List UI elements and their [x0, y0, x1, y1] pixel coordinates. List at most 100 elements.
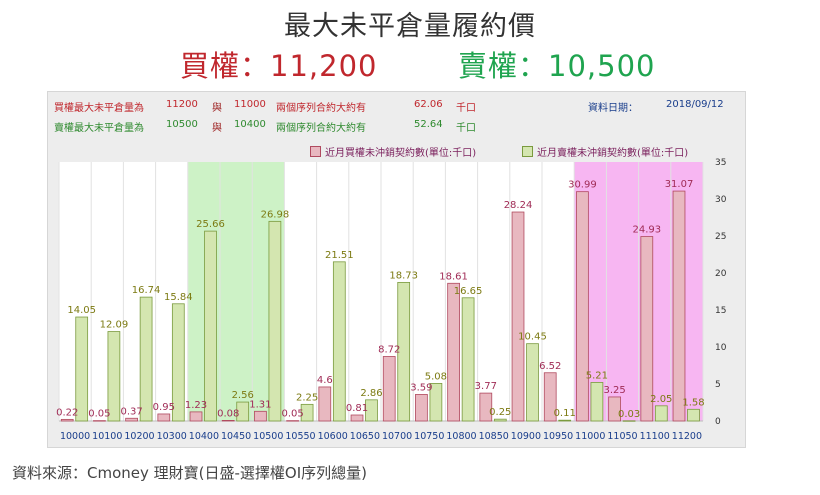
x-tick-label: 11050 — [607, 431, 637, 442]
call-value-label: 0.81 — [346, 403, 368, 414]
call-value-label: 0.95 — [153, 402, 175, 413]
put-bar — [139, 296, 153, 422]
x-tick-label: 10500 — [253, 431, 283, 442]
x-tick-label: 10650 — [350, 431, 380, 442]
put-info-label: 賣權最大未平倉量為 — [54, 123, 144, 134]
put-info-text: 兩個序列合約大約有 — [276, 123, 366, 134]
data-source: 資料來源：Cmoney 理財寶(日盛-選擇權OI序列總量) — [12, 464, 367, 482]
put-value-label: 18.73 — [389, 270, 418, 281]
put-info-conj: 與 — [212, 123, 222, 134]
put-value-label: 5.08 — [425, 371, 447, 382]
call-value-label: 0.05 — [281, 409, 303, 420]
put-value-label: 25.66 — [196, 219, 225, 230]
call-info-strike2: 11000 — [234, 99, 266, 110]
call-bar — [640, 236, 654, 422]
highlight-range-green — [187, 162, 285, 421]
call-bar — [125, 417, 138, 422]
x-tick-label: 11100 — [640, 431, 670, 442]
call-value-label: 0.22 — [56, 407, 78, 418]
put-bar — [687, 408, 700, 422]
call-info-text: 兩個序列合約大約有 — [276, 103, 366, 114]
call-info-value: 62.06 — [414, 99, 443, 110]
put-value-label: 0.11 — [554, 408, 576, 419]
put-bar — [236, 401, 250, 422]
y-tick-label: 25 — [715, 232, 726, 242]
call-bar — [318, 386, 332, 422]
put-value-label: 16.65 — [454, 286, 483, 297]
put-info-strike2: 10400 — [234, 119, 266, 130]
x-tick-label: 10950 — [543, 431, 573, 442]
x-tick-label: 10700 — [382, 431, 412, 442]
call-bar — [511, 211, 525, 422]
y-tick-label: 15 — [715, 306, 726, 316]
call-bar — [608, 396, 621, 422]
put-value-label: 14.05 — [67, 305, 96, 316]
put-info-unit: 千口 — [456, 123, 476, 134]
x-tick-label: 10850 — [479, 431, 509, 442]
call-max-oi-subtitle: 買權：11,200 — [180, 49, 378, 83]
put-value-label: 0.03 — [618, 409, 640, 420]
legend-call-swatch — [310, 146, 321, 157]
put-bar — [332, 261, 346, 422]
call-info-label: 買權最大未平倉量為 — [54, 103, 144, 114]
put-value-label: 2.56 — [232, 390, 254, 401]
put-value-label: 2.05 — [650, 394, 672, 405]
put-bar — [461, 297, 475, 422]
put-value-label: 2.86 — [360, 388, 382, 399]
x-tick-label: 10900 — [511, 431, 541, 442]
put-bar — [526, 343, 539, 422]
put-value-label: 0.25 — [489, 407, 511, 418]
legend-call: 近月買權未沖銷契約數(單位:千口) — [310, 144, 476, 159]
call-value-label: 0.37 — [120, 406, 142, 417]
put-bar — [204, 230, 217, 422]
put-bar — [654, 405, 668, 422]
call-value-label: 3.25 — [603, 385, 625, 396]
call-bar — [382, 356, 396, 422]
put-bar — [300, 403, 314, 422]
call-bar — [479, 392, 493, 422]
call-bar — [415, 394, 428, 422]
put-bar — [558, 419, 572, 422]
put-bar — [171, 303, 185, 422]
x-tick-label: 10550 — [285, 431, 315, 442]
y-tick-label: 0 — [715, 417, 721, 427]
call-bar — [543, 372, 557, 422]
call-value-label: 6.52 — [539, 361, 561, 372]
call-bar — [60, 418, 74, 422]
call-bar — [221, 420, 235, 422]
call-bar — [447, 282, 460, 422]
y-tick-label: 35 — [715, 158, 726, 168]
call-value-label: 3.59 — [410, 382, 432, 393]
put-value-label: 10.45 — [518, 332, 547, 343]
put-max-oi-subtitle: 賣權：10,500 — [458, 49, 656, 83]
put-info-value: 52.64 — [414, 119, 443, 130]
put-value-label: 2.25 — [296, 392, 318, 403]
call-bar — [672, 190, 686, 422]
call-value-label: 31.07 — [665, 179, 694, 190]
call-bar — [576, 191, 589, 422]
call-value-label: 1.31 — [249, 399, 271, 410]
put-value-label: 5.21 — [586, 370, 608, 381]
put-value-label: 26.98 — [261, 209, 290, 220]
put-bar — [75, 316, 89, 422]
call-bar — [286, 420, 299, 422]
x-tick-label: 10200 — [124, 431, 154, 442]
call-info-unit: 千口 — [456, 103, 476, 114]
x-tick-label: 10100 — [92, 431, 122, 442]
y-tick-label: 30 — [715, 195, 727, 205]
call-bar — [189, 411, 203, 422]
date-label: 資料日期： — [588, 103, 638, 114]
x-tick-label: 10600 — [318, 431, 348, 442]
x-tick-label: 10400 — [189, 431, 219, 442]
put-bar — [429, 383, 443, 422]
x-tick-label: 11000 — [575, 431, 605, 442]
call-bar — [93, 420, 106, 422]
call-value-label: 1.23 — [185, 400, 207, 411]
y-tick-label: 5 — [715, 380, 721, 390]
put-bar — [107, 331, 121, 422]
y-tick-label: 20 — [715, 269, 727, 279]
call-bar — [254, 410, 267, 422]
x-tick-label: 10750 — [414, 431, 444, 442]
put-value-label: 21.51 — [325, 250, 354, 261]
